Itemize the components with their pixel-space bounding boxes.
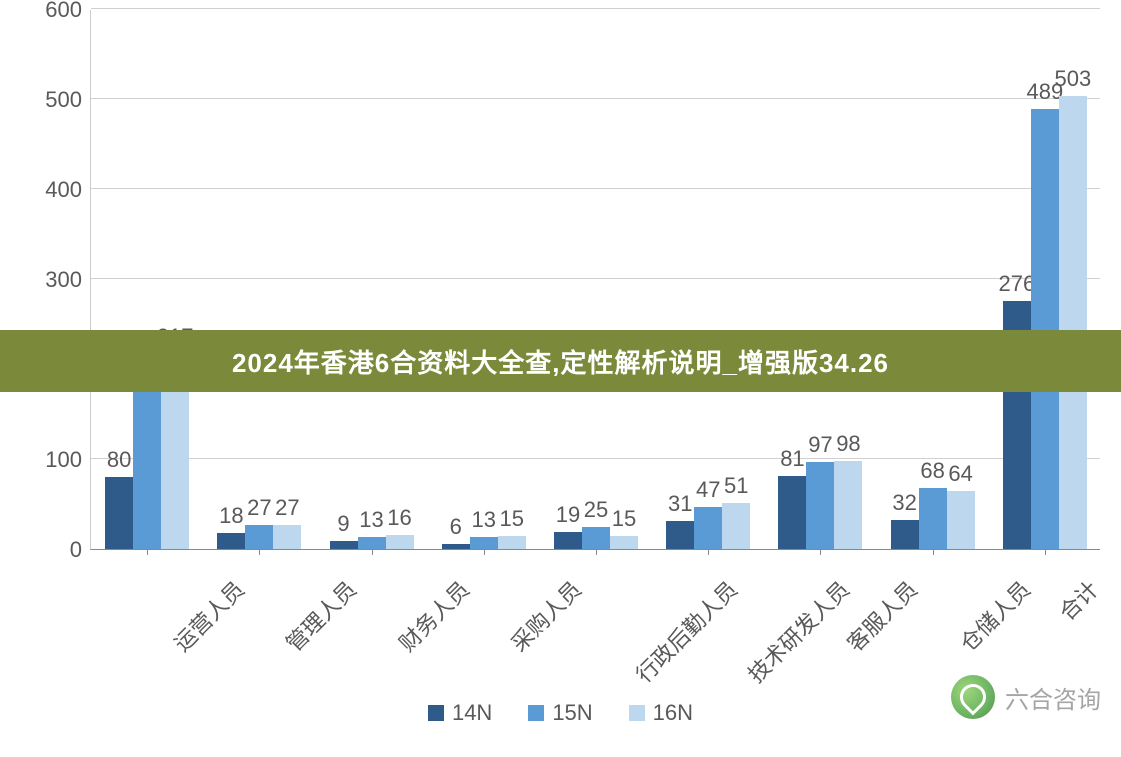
- x-category-label: 管理人员: [278, 573, 363, 658]
- bar: [947, 491, 975, 549]
- overlay-banner: 2024年香港6合资料大全查,定性解析说明_增强版34.26: [0, 330, 1121, 392]
- legend-swatch: [528, 705, 544, 721]
- legend-swatch: [428, 705, 444, 721]
- bar-value-label: 18: [219, 503, 243, 529]
- bar: [694, 507, 722, 549]
- bar-value-label: 27: [247, 495, 271, 521]
- bar: [217, 533, 245, 549]
- bar: [554, 532, 582, 549]
- watermark: 六合咨询: [951, 675, 1101, 719]
- x-category-label: 行政后勤人员: [628, 573, 744, 689]
- x-tick-mark: [259, 549, 260, 555]
- bar: [582, 527, 610, 550]
- bar: [806, 462, 834, 549]
- bar: [386, 535, 414, 549]
- x-category-label: 采购人员: [503, 573, 588, 658]
- bar-value-label: 80: [107, 447, 131, 473]
- bar: [891, 520, 919, 549]
- grid-line: [91, 98, 1100, 99]
- bar-value-label: 13: [359, 507, 383, 533]
- watermark-text: 六合咨询: [1005, 680, 1101, 715]
- bar-value-label: 97: [808, 432, 832, 458]
- plot-area: 8019921718272791316613151925153147518197…: [90, 10, 1100, 550]
- x-tick-mark: [1045, 549, 1046, 555]
- bar: [778, 476, 806, 549]
- legend-label: 16N: [653, 700, 693, 726]
- x-category-label: 合计: [1051, 573, 1105, 627]
- bar-value-label: 13: [472, 507, 496, 533]
- bar: [358, 537, 386, 549]
- x-axis-labels: 运营人员管理人员财务人员采购人员行政后勤人员技术研发人员客服人员仓储人员合计: [90, 565, 1100, 685]
- x-tick-mark: [708, 549, 709, 555]
- bar-value-label: 31: [668, 491, 692, 517]
- legend-label: 15N: [552, 700, 592, 726]
- y-axis: 0100200300400500600: [40, 0, 90, 560]
- bar-value-label: 503: [1055, 66, 1092, 92]
- bar-value-label: 64: [948, 461, 972, 487]
- grid-line: [91, 458, 1100, 459]
- bar-value-label: 9: [337, 511, 349, 537]
- bar-value-label: 25: [584, 497, 608, 523]
- legend-item: 14N: [428, 700, 492, 726]
- bar-value-label: 16: [387, 505, 411, 531]
- bar-value-label: 19: [556, 502, 580, 528]
- bar: [834, 461, 862, 549]
- x-category-label: 仓储人员: [951, 573, 1036, 658]
- bar: [919, 488, 947, 549]
- bar: [1059, 96, 1087, 549]
- x-tick-mark: [820, 549, 821, 555]
- bar-value-label: 6: [450, 514, 462, 540]
- legend-item: 16N: [629, 700, 693, 726]
- x-tick-mark: [147, 549, 148, 555]
- bar-value-label: 47: [696, 477, 720, 503]
- x-tick-mark: [596, 549, 597, 555]
- y-tick-label: 100: [45, 447, 82, 473]
- x-category-label: 财务人员: [390, 573, 475, 658]
- grid-line: [91, 188, 1100, 189]
- bar: [1031, 109, 1059, 549]
- x-category-label: 技术研发人员: [740, 573, 856, 689]
- bar: [498, 536, 526, 550]
- bar: [105, 477, 133, 549]
- x-tick-mark: [372, 549, 373, 555]
- bar-value-label: 15: [500, 506, 524, 532]
- bar-value-label: 32: [892, 490, 916, 516]
- x-category-label: 运营人员: [166, 573, 251, 658]
- y-tick-label: 400: [45, 177, 82, 203]
- bar-value-label: 276: [999, 271, 1036, 297]
- bar: [470, 537, 498, 549]
- bar: [442, 544, 470, 549]
- bar-value-label: 27: [275, 495, 299, 521]
- x-tick-mark: [933, 549, 934, 555]
- legend-swatch: [629, 705, 645, 721]
- bar: [666, 521, 694, 549]
- bar: [610, 536, 638, 550]
- bar: [133, 370, 161, 549]
- overlay-banner-text: 2024年香港6合资料大全查,定性解析说明_增强版34.26: [232, 343, 889, 380]
- legend-item: 15N: [528, 700, 592, 726]
- bar: [722, 503, 750, 549]
- y-tick-label: 300: [45, 267, 82, 293]
- grid-line: [91, 8, 1100, 9]
- y-tick-label: 600: [45, 0, 82, 23]
- wechat-icon: [951, 675, 995, 719]
- bar-value-label: 15: [612, 506, 636, 532]
- legend-label: 14N: [452, 700, 492, 726]
- bar-value-label: 98: [836, 431, 860, 457]
- bar-value-label: 68: [920, 458, 944, 484]
- x-category-label: 客服人员: [839, 573, 924, 658]
- chart-container: 0100200300400500600 80199217182727913166…: [40, 0, 1100, 560]
- grid-line: [91, 278, 1100, 279]
- y-tick-label: 500: [45, 87, 82, 113]
- bar-value-label: 51: [724, 473, 748, 499]
- bar-value-label: 81: [780, 446, 804, 472]
- bar: [330, 541, 358, 549]
- bar: [245, 525, 273, 549]
- y-tick-label: 0: [70, 537, 82, 563]
- x-tick-mark: [484, 549, 485, 555]
- bar: [273, 525, 301, 549]
